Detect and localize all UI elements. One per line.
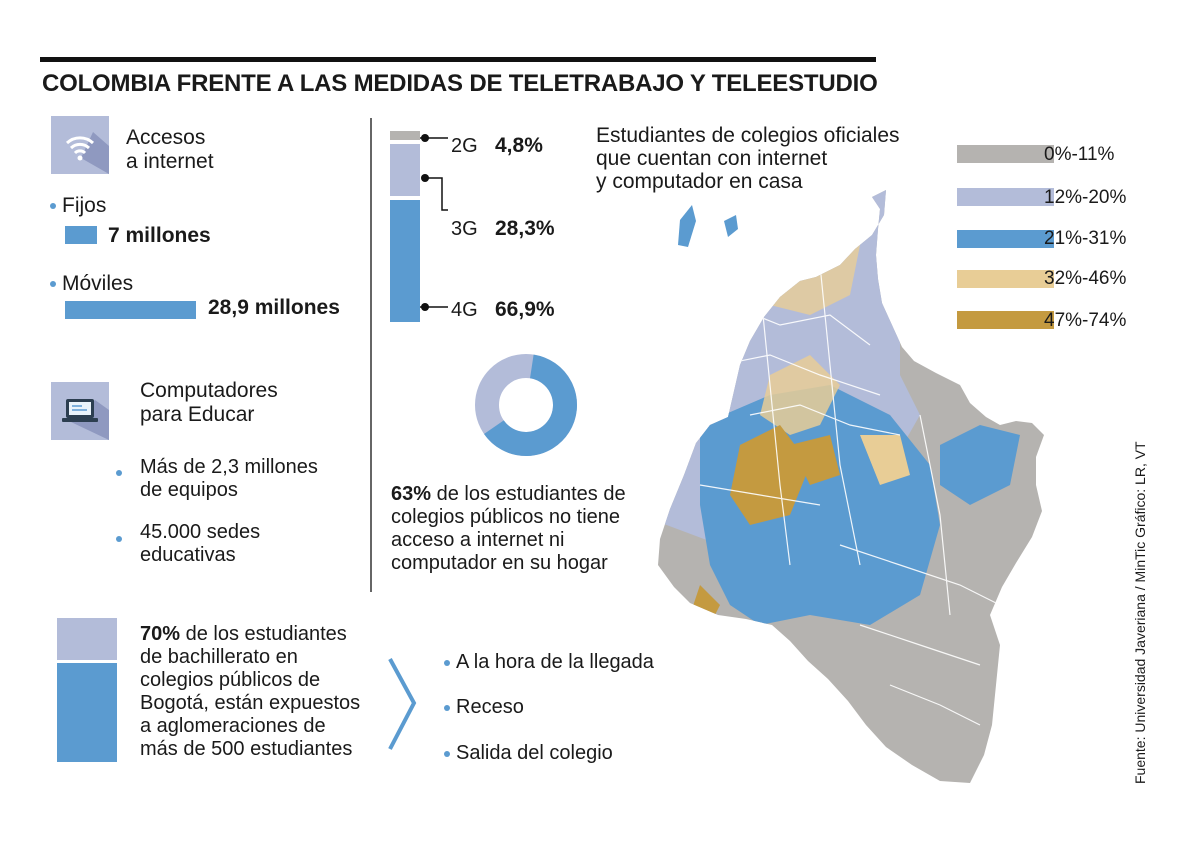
donut-slice-63 [484, 354, 577, 456]
internet-heading: Accesos a internet [126, 126, 214, 174]
bogota-text-line3: colegios públicos de [140, 669, 321, 691]
bullet-dot [116, 530, 128, 548]
bullet-dot [116, 464, 128, 482]
chevron-right-icon [388, 658, 417, 750]
moment-2-text: Receso [456, 696, 524, 718]
source-note: Fuente: Universidad Javeriana / MinTic G… [1132, 441, 1148, 784]
legend-swatch-1 [957, 188, 1054, 206]
moment-2: Receso [444, 696, 524, 719]
legend-swatch-2 [957, 230, 1054, 248]
bullet-dot [50, 281, 56, 288]
donut-chart [475, 354, 577, 456]
moviles-label: Móviles [50, 272, 133, 296]
internet-heading-line2: a internet [126, 150, 214, 173]
map-borders [699, 264, 1001, 726]
donut-text-line1: de los estudiantes de [431, 483, 626, 505]
map-region-blue-east [940, 425, 1020, 505]
bullet-dot [50, 203, 56, 210]
bogota-text-line1: de los estudiantes [180, 623, 347, 645]
bogota-bar-rest [57, 618, 117, 660]
legend-label-4: 47%-74% [1044, 310, 1127, 331]
computadores-heading: Computadores para Educar [140, 379, 278, 427]
moment-1: A la hora de la llegada [444, 651, 654, 674]
bullet-dot [444, 704, 450, 711]
bullet-dot [444, 659, 450, 666]
bogota-text-line4: Bogotá, están expuestos [140, 692, 361, 714]
laptop-icon [51, 382, 109, 440]
computadores-heading-line1: Computadores [140, 379, 278, 402]
computadores-item2: 45.000 sedes educativas [140, 521, 260, 567]
legend-label-1: 12%-20% [1044, 187, 1127, 208]
moment-3-text: Salida del colegio [456, 742, 613, 764]
moviles-value: 28,9 millones [208, 296, 340, 319]
legend-label-3: 32%-46% [1044, 268, 1127, 289]
bogota-pct: 70% [140, 623, 181, 645]
bogota-text-line6: más de 500 estudiantes [140, 738, 353, 760]
island-san-andres [678, 205, 696, 247]
computadores-heading-line2: para Educar [140, 403, 255, 426]
data-label-2g: 4,8% [495, 134, 543, 157]
map-title-line3: y computador en casa [596, 170, 803, 193]
colombia-map [658, 190, 1044, 783]
donut-text-line2: colegios públicos no tiene [391, 506, 621, 528]
bar-segment-4g [390, 200, 420, 322]
internet-heading-line1: Accesos [126, 126, 206, 149]
legend-swatch-0 [957, 145, 1054, 163]
donut-pct: 63% [391, 483, 432, 505]
moment-3: Salida del colegio [444, 742, 613, 765]
map-region-sand-east [860, 435, 910, 485]
computadores-item1: Más de 2,3 millones de equipos [140, 456, 318, 502]
map-region-gold-2 [790, 435, 840, 485]
donut-text: 63% de los estudiantes de colegios públi… [391, 483, 661, 575]
island-providencia [724, 215, 738, 237]
page-title: COLOMBIA FRENTE A LAS MEDIDAS DE TELETRA… [42, 70, 878, 97]
computadores-item2-line1: 45.000 sedes [140, 521, 261, 543]
data-label-3g: 28,3% [495, 217, 555, 240]
bar-segment-3g [390, 144, 420, 196]
bullet-dot [444, 750, 450, 757]
computadores-item1-line2: de equipos [140, 479, 238, 501]
tick-label-2g: 2G [451, 135, 478, 157]
title-rule [40, 57, 876, 62]
legend-swatch-4 [957, 311, 1054, 329]
bar-segment-2g [390, 131, 420, 140]
fijos-label-text: Fijos [62, 194, 107, 217]
bogota-text: 70% de los estudiantes de bachillerato e… [140, 623, 380, 761]
section-divider [370, 118, 372, 592]
bogota-text-line5: a aglomeraciones de [140, 715, 326, 737]
moviles-label-text: Móviles [62, 272, 134, 295]
donut-text-line4: computador en su hogar [391, 552, 608, 574]
fijos-value: 7 millones [108, 224, 211, 247]
tick-label-4g: 4G [451, 299, 478, 321]
legend-label-2: 21%-31% [1044, 228, 1127, 249]
computadores-item1-line1: Más de 2,3 millones [140, 456, 318, 478]
donut-text-line3: acceso a internet ni [391, 529, 565, 551]
moment-1-text: A la hora de la llegada [456, 651, 654, 673]
wifi-icon [51, 116, 109, 174]
fijos-label: Fijos [50, 194, 106, 218]
generation-connectors [420, 134, 448, 311]
map-title-line1: Estudiantes de colegios oficiales [596, 124, 900, 147]
tick-label-3g: 3G [451, 218, 478, 240]
bogota-bar-70 [57, 663, 117, 762]
computadores-item2-line2: educativas [140, 544, 236, 566]
data-label-4g: 66,9% [495, 298, 555, 321]
map-title: Estudiantes de colegios oficiales que cu… [596, 124, 900, 193]
bogota-text-line2: de bachillerato en [140, 646, 298, 668]
legend-label-0: 0%-11% [1044, 144, 1115, 165]
moviles-bar [65, 301, 196, 319]
legend-swatch-3 [957, 270, 1054, 288]
map-title-line2: que cuentan con internet [596, 147, 828, 170]
fijos-bar [65, 226, 97, 244]
